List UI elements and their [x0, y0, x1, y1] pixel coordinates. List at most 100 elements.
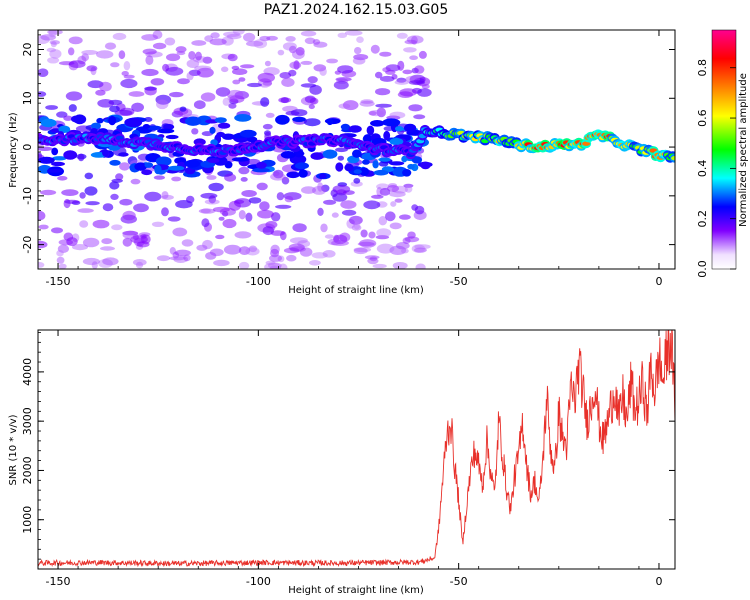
- spectrogram-noise-cell: [104, 42, 117, 50]
- spectrogram-band-cell: [102, 149, 109, 157]
- snr-x-label: Height of straight line (km): [288, 585, 424, 596]
- y-tick-label: 10: [21, 91, 34, 105]
- spectrogram-noise-cell: [375, 71, 383, 79]
- spectrogram-noise-cell: [270, 172, 286, 181]
- spectrogram-noise-cell: [135, 261, 144, 269]
- spectrogram-noise-cell: [193, 100, 206, 110]
- spectrogram-band-cell: [214, 117, 227, 123]
- spectrogram-noise-cell: [111, 224, 123, 231]
- spectrogram-band-cell: [353, 169, 362, 174]
- spectrogram-noise-cell: [82, 257, 100, 266]
- spectrogram-noise-cell: [172, 227, 188, 237]
- spectrogram-noise-cell: [234, 231, 252, 239]
- spectrogram-band-cell: [109, 159, 121, 166]
- spectrogram-noise-cell: [376, 243, 395, 254]
- spectrogram-noise-cell: [246, 158, 261, 165]
- spectrogram-band-cell: [108, 115, 117, 126]
- spectrogram-band-cell: [407, 163, 415, 170]
- spectrogram-band-cell: [124, 117, 143, 128]
- x-tick-label: -100: [246, 275, 271, 288]
- spectrogram-noise-cell: [338, 103, 351, 109]
- spectrogram-noise-cell: [208, 195, 216, 204]
- spectrogram-noise-cell: [414, 247, 427, 253]
- spectrogram-noise-cell: [118, 50, 126, 60]
- colorbar-tick-label: 0.2: [696, 210, 709, 228]
- spectrogram-noise-cell: [403, 183, 414, 188]
- colorbar-tick-label: 0.6: [696, 109, 709, 127]
- spectrogram-noise-cell: [91, 261, 98, 269]
- spectrogram-band-cell: [185, 116, 202, 126]
- spectrogram-noise-cell: [183, 254, 191, 262]
- colorbar-tick-label: 0.0: [696, 260, 709, 278]
- spectrogram-band-cell: [335, 162, 344, 172]
- spectrogram-noise-cell: [56, 111, 68, 118]
- spectrogram-noise-cell: [281, 77, 295, 87]
- spectrogram-noise-cell: [369, 256, 378, 262]
- spectrogram-noise-cell: [421, 84, 430, 89]
- spectrogram-noise-cell: [335, 77, 352, 82]
- spectrogram-y-label: Frequency (Hz): [8, 112, 19, 188]
- spectrogram-noise-cell: [408, 80, 425, 86]
- spectrogram-noise-cell: [275, 204, 292, 209]
- spectrogram-noise-cell: [385, 69, 396, 75]
- spectrogram-noise-cell: [411, 244, 426, 253]
- spectrogram-noise-cell: [161, 207, 169, 217]
- spectrogram-noise-cell: [262, 123, 273, 130]
- spectrogram-noise-cell: [97, 99, 115, 108]
- spectrogram-noise-cell: [152, 42, 167, 50]
- spectrogram-noise-cell: [349, 215, 363, 225]
- spectrogram-noise-cell: [209, 38, 227, 46]
- spectrogram-noise-cell: [82, 237, 100, 248]
- spectrogram-band-cell: [280, 151, 296, 159]
- spectrogram-noise-cell: [322, 250, 336, 258]
- spectrogram-noise-cell: [109, 181, 120, 190]
- spectrogram-band-cell: [167, 165, 185, 171]
- spectrogram-noise-cell: [201, 218, 210, 228]
- spectrogram-noise-cell: [320, 223, 328, 233]
- spectrogram-noise-cell: [403, 47, 417, 53]
- spectrogram-noise-cell: [402, 69, 413, 75]
- spectrogram-noise-cell: [243, 32, 256, 42]
- spectrogram-noise-cell: [352, 57, 366, 65]
- spectrogram-noise-cell: [323, 199, 337, 205]
- spectrogram-band-cell: [298, 169, 308, 178]
- spectrogram-band-cell: [420, 161, 431, 170]
- spectrogram-noise-cell: [45, 105, 58, 110]
- spectrogram-noise-cell: [371, 194, 384, 199]
- spectrogram-noise-cell: [378, 216, 388, 226]
- y-tick-label: 2000: [21, 456, 34, 484]
- spectrogram-noise-cell: [64, 199, 80, 204]
- spectrogram-band-cell: [144, 162, 154, 168]
- spectrogram-noise-cell: [309, 84, 322, 95]
- spectrogram-band-cell: [348, 125, 362, 133]
- snr-x-ticks: -150 -100 -50 0: [37, 330, 662, 588]
- spectrogram-band-cell: [389, 138, 404, 146]
- colorbar-tick-label: 0.4: [696, 160, 709, 178]
- spectrogram-noise-cell: [311, 252, 328, 259]
- spectrogram-noise-cell: [123, 60, 131, 71]
- spectrogram-noise-cell: [218, 216, 225, 221]
- spectrogram-noise-cell: [241, 190, 257, 197]
- spectrogram-noise-cell: [390, 201, 397, 207]
- spectrogram-noise-cell: [145, 55, 154, 66]
- spectrogram-band-cell: [218, 122, 231, 129]
- spectrogram-band-cell: [207, 158, 220, 164]
- spectrogram-noise-cell: [359, 100, 375, 107]
- spectrogram-band-cell: [255, 161, 267, 169]
- spectrogram-ridge-cell: [582, 141, 591, 146]
- spectrogram-noise-cell: [144, 117, 153, 122]
- spectrogram-noise-cell: [86, 65, 98, 72]
- spectrogram-noise-cell: [394, 79, 409, 85]
- spectrogram-noise-cell: [122, 210, 136, 221]
- snr-frame: [37, 329, 676, 570]
- spectrogram-noise-cell: [150, 78, 165, 86]
- spectrogram-noise-cell: [195, 51, 202, 61]
- spectrogram-band-cell: [286, 171, 300, 179]
- spectrogram-noise-cell: [319, 67, 327, 76]
- spectrogram-noise-cell: [221, 66, 229, 73]
- x-tick-label: -100: [246, 575, 271, 588]
- spectrogram-noise-cell: [66, 237, 78, 247]
- spectrogram-noise-cell: [238, 261, 250, 269]
- spectrogram-noise-cell: [402, 237, 411, 245]
- spectrogram-noise-cell: [128, 91, 145, 97]
